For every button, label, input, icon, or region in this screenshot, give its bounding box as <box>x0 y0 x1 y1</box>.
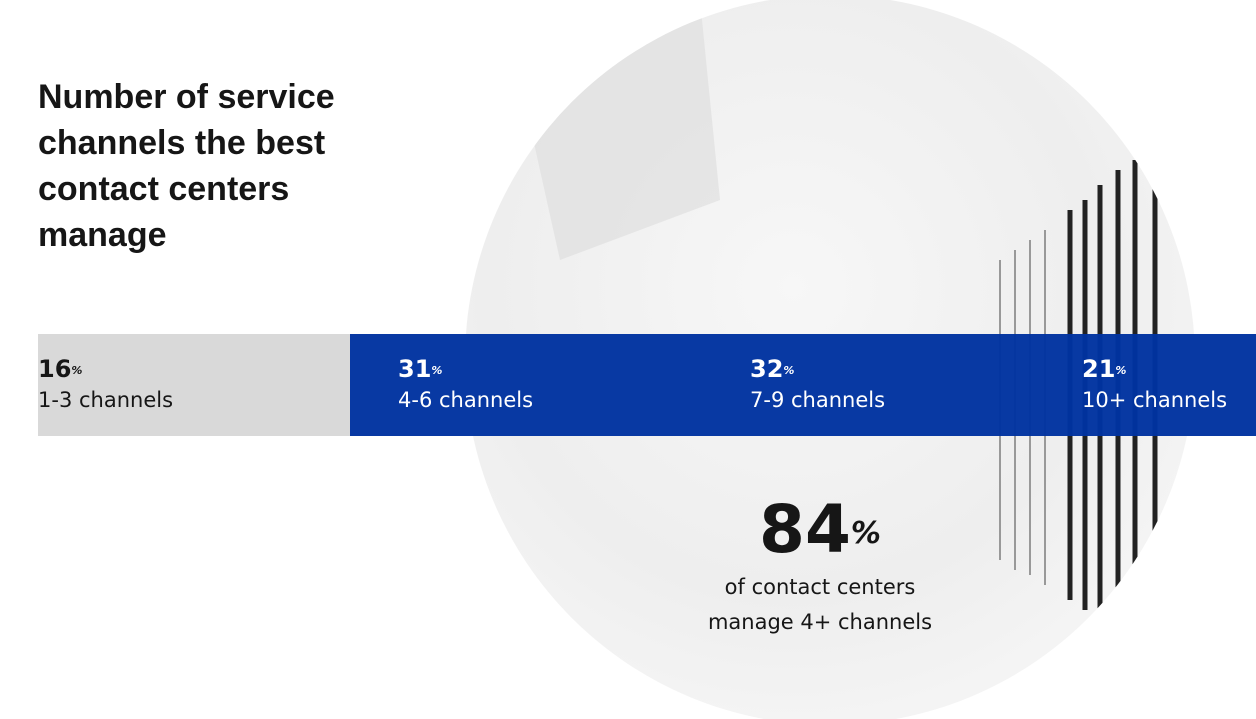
segment: 16% 1-3 channels <box>38 354 173 415</box>
callout: 84% of contact centers manage 4+ channel… <box>620 490 1020 640</box>
segment-label: 10+ channels <box>1082 388 1228 412</box>
title: Number of service channels the best cont… <box>38 78 335 254</box>
segment-unit: % <box>71 364 83 377</box>
segment-unit: % <box>783 364 795 377</box>
segment: 31% 4-6 channels <box>398 354 533 415</box>
segment-unit: % <box>431 364 443 377</box>
segment-unit: % <box>1115 364 1127 377</box>
callout-text: of contact centers manage 4+ channels <box>707 575 933 634</box>
segment: 21% 10+ channels <box>1082 354 1227 415</box>
segment-label: 1-3 channels <box>38 388 174 412</box>
callout-value: 84 <box>759 491 851 568</box>
segment-value: 31 <box>398 355 432 383</box>
callout-stat: 84% <box>620 490 1020 570</box>
segment-value: 21 <box>1082 355 1116 383</box>
segment: 32% 7-9 channels <box>750 354 885 415</box>
segment-label: 7-9 channels <box>750 388 886 412</box>
callout-unit: % <box>850 516 881 551</box>
segment-bg <box>350 334 1256 436</box>
segment-label: 4-6 channels <box>398 388 534 412</box>
segment-value: 16 <box>38 355 72 383</box>
segment-value: 32 <box>750 355 784 383</box>
segment-bg <box>38 334 350 436</box>
